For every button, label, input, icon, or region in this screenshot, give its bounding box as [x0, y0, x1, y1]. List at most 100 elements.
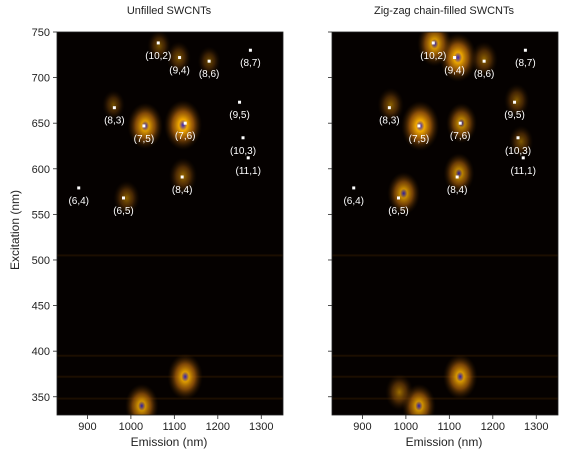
scan-band [57, 254, 283, 257]
chirality-marker [523, 48, 527, 52]
emission-peak [443, 153, 475, 194]
emission-peak [504, 83, 530, 117]
chirality-marker [396, 196, 400, 200]
chirality-label: (7,6) [175, 131, 196, 142]
emission-peak [125, 383, 159, 415]
chirality-marker [521, 156, 525, 160]
chirality-marker [238, 100, 242, 104]
chirality-marker [77, 186, 81, 190]
panel-title-left: Unfilled SWCNTs [127, 5, 212, 17]
y-tick-label: 600 [32, 164, 50, 176]
chirality-marker [207, 59, 211, 63]
emission-peak [164, 100, 203, 151]
x-tick-label: 900 [353, 421, 371, 433]
emission-peak [508, 125, 534, 158]
chirality-marker [513, 100, 517, 104]
emission-peak [470, 41, 498, 78]
plot-area-right: (6,4) (6,5) (8,3) (7,5) (10,2) (9,4) (7,6) (8,4… [328, 31, 559, 433]
axis-frame [56, 31, 284, 416]
chirality-label: (8,4) [172, 185, 193, 196]
emission-peak [377, 87, 404, 123]
x-tick-label: 1200 [481, 421, 505, 433]
chirality-label: (8,4) [447, 185, 468, 196]
chirality-label: (10,3) [505, 146, 531, 157]
x-tick-label: 1100 [438, 421, 462, 433]
chirality-label: (6,4) [68, 196, 89, 207]
chirality-marker [142, 124, 146, 128]
chirality-marker [352, 186, 356, 190]
plot-area-left: (6,4) (6,5) (8,3) (7,5) (10,2) (9,4) (7,6) (8,4… [32, 27, 284, 433]
x-tick-label: 1000 [119, 421, 143, 433]
chirality-marker [156, 41, 160, 45]
chirality-marker [241, 136, 245, 140]
chirality-label: (8,3) [104, 116, 125, 127]
y-tick-label: 350 [32, 392, 50, 404]
chirality-label: (9,5) [229, 110, 250, 121]
y-tick-label: 550 [32, 209, 50, 221]
heatmap-panel-left: Unfilled SWCNTs (6,4) (6,5) (8,3) (7,5) (10,… [32, 5, 284, 449]
chirality-marker [183, 121, 187, 125]
y-tick-label: 400 [32, 346, 50, 358]
x-tick-label: 1200 [206, 421, 230, 433]
y-axis-label: Excitation (nm) [8, 190, 22, 270]
chirality-label: (8,7) [240, 58, 261, 69]
chirality-marker [516, 136, 520, 140]
x-tick-label: 900 [78, 421, 96, 433]
chirality-marker [178, 56, 182, 60]
scan-band [57, 397, 283, 400]
chirality-label: (6,5) [113, 206, 134, 217]
chirality-label: (7,5) [134, 134, 155, 145]
emission-peak [102, 90, 125, 120]
emission-peak [387, 172, 421, 215]
chirality-marker [417, 124, 421, 128]
chirality-marker [453, 56, 457, 60]
chirality-label: (7,6) [450, 131, 471, 142]
heatmap-panel-right: Zig-zag chain-filled SWCNTs (6,4) (6,5) (8… [328, 5, 559, 449]
chirality-label: (10,2) [420, 51, 446, 62]
chirality-marker [458, 121, 462, 125]
heatmap-field [332, 32, 558, 415]
chirality-label: (6,4) [343, 196, 364, 207]
chirality-label: (8,7) [515, 58, 536, 69]
chirality-label: (10,2) [145, 51, 171, 62]
scan-band [332, 254, 558, 257]
chirality-label: (9,4) [444, 66, 465, 77]
emission-peak [147, 32, 171, 62]
chirality-marker [121, 196, 125, 200]
axis-frame [331, 31, 559, 416]
chirality-marker [387, 106, 391, 110]
chirality-marker [482, 59, 486, 63]
y-tick-label: 500 [32, 255, 50, 267]
y-tick-label: 700 [32, 73, 50, 85]
scan-band [332, 354, 558, 357]
chirality-label: (9,4) [169, 66, 190, 77]
x-axis-label-left: Emission (nm) [131, 435, 208, 449]
chirality-marker [455, 175, 459, 179]
x-tick-label: 1300 [524, 421, 548, 433]
x-axis-label-right: Emission (nm) [406, 435, 483, 449]
emission-peak [417, 32, 452, 67]
x-tick-label: 1100 [163, 421, 187, 433]
chirality-label: (8,6) [474, 69, 495, 80]
scan-band [332, 397, 558, 400]
chirality-label: (11,1) [236, 166, 261, 177]
emission-peak [443, 354, 478, 400]
chirality-label: (8,6) [199, 69, 220, 80]
x-tick-label: 1000 [394, 421, 418, 433]
panel-title-right: Zig-zag chain-filled SWCNTs [374, 5, 514, 17]
chirality-marker [180, 175, 184, 179]
heatmap-background [57, 32, 283, 415]
chirality-label: (11,1) [511, 166, 536, 177]
chirality-label: (6,5) [388, 206, 409, 217]
chirality-label: (9,5) [504, 110, 525, 121]
chirality-label: (8,3) [379, 116, 400, 127]
emission-peak [167, 353, 203, 400]
chirality-marker [431, 41, 435, 45]
scan-band [57, 354, 283, 357]
emission-peak [385, 373, 414, 411]
chirality-label: (7,5) [409, 134, 430, 145]
chirality-marker [112, 106, 116, 110]
emission-peak [113, 180, 140, 216]
x-tick-label: 1300 [249, 421, 273, 433]
